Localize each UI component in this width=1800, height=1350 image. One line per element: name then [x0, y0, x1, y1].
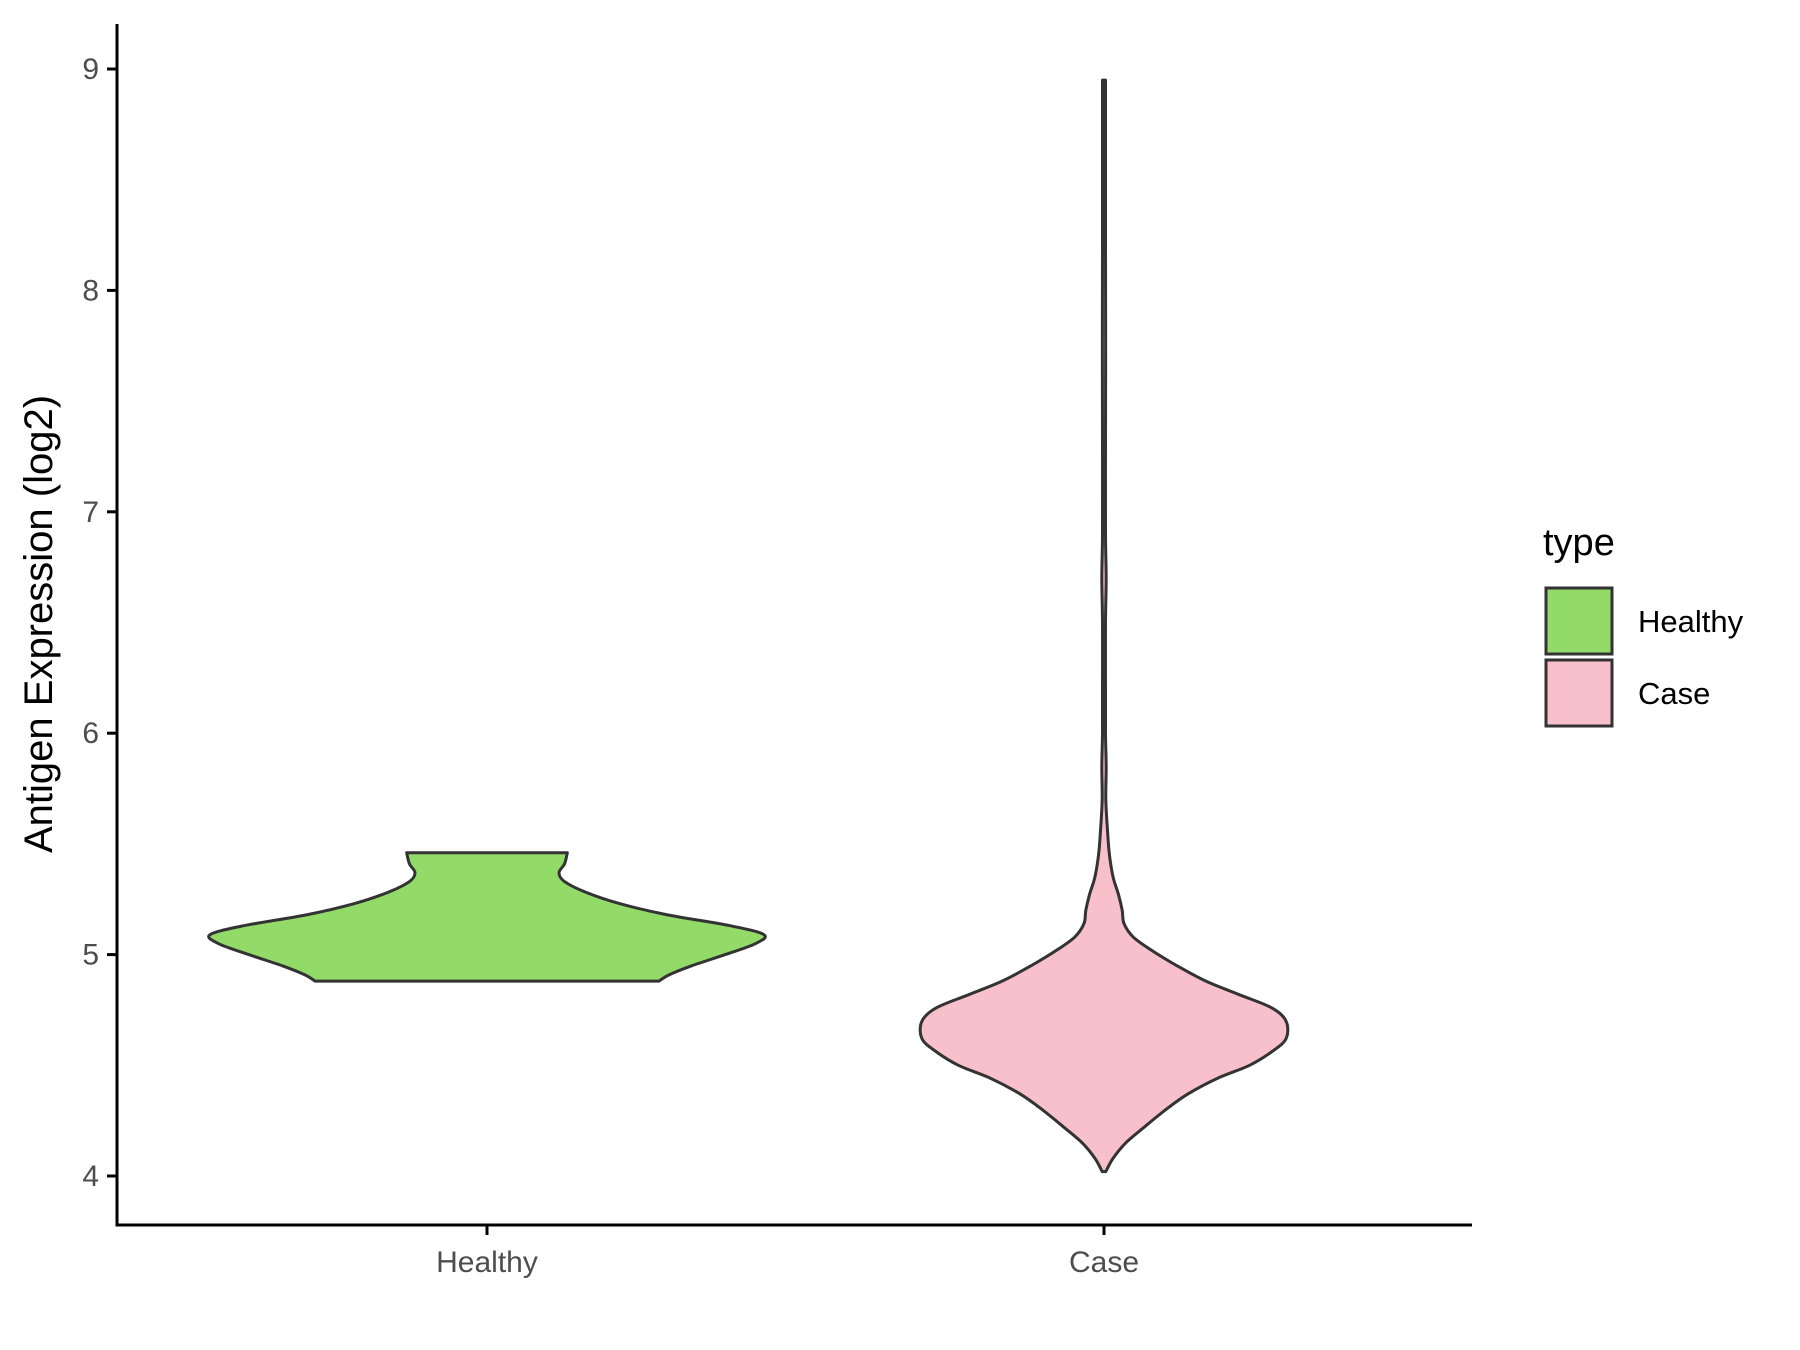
legend-swatch-case — [1544, 658, 1614, 728]
legend-label-case: Case — [1638, 676, 1710, 711]
x-tick-label-case: Case — [1069, 1246, 1139, 1279]
y-tick-label: 5 — [82, 939, 99, 972]
violin-layer — [207, 78, 1290, 1174]
y-axis-title: Antigen Expression (log2) — [17, 395, 61, 853]
y-tick-label: 6 — [82, 717, 99, 750]
legend-entries: Healthy Case — [1544, 586, 1744, 728]
legend-swatch-healthy — [1544, 586, 1614, 656]
legend: type Healthy Case — [1543, 522, 1744, 728]
y-tick-label: 9 — [82, 53, 99, 86]
axes: 4 5 6 7 8 9 Healthy Case — [82, 24, 1472, 1279]
legend-title: type — [1543, 522, 1615, 564]
y-tick-label: 4 — [82, 1160, 99, 1193]
y-tick-label: 7 — [82, 496, 99, 529]
violin-case — [918, 78, 1290, 1174]
x-ticks: Healthy Case — [436, 1225, 1139, 1279]
legend-label-healthy: Healthy — [1638, 604, 1744, 639]
violin-healthy — [207, 851, 767, 983]
y-ticks: 4 5 6 7 8 9 — [82, 53, 117, 1193]
y-tick-label: 8 — [82, 274, 99, 307]
x-tick-label-healthy: Healthy — [436, 1246, 538, 1279]
